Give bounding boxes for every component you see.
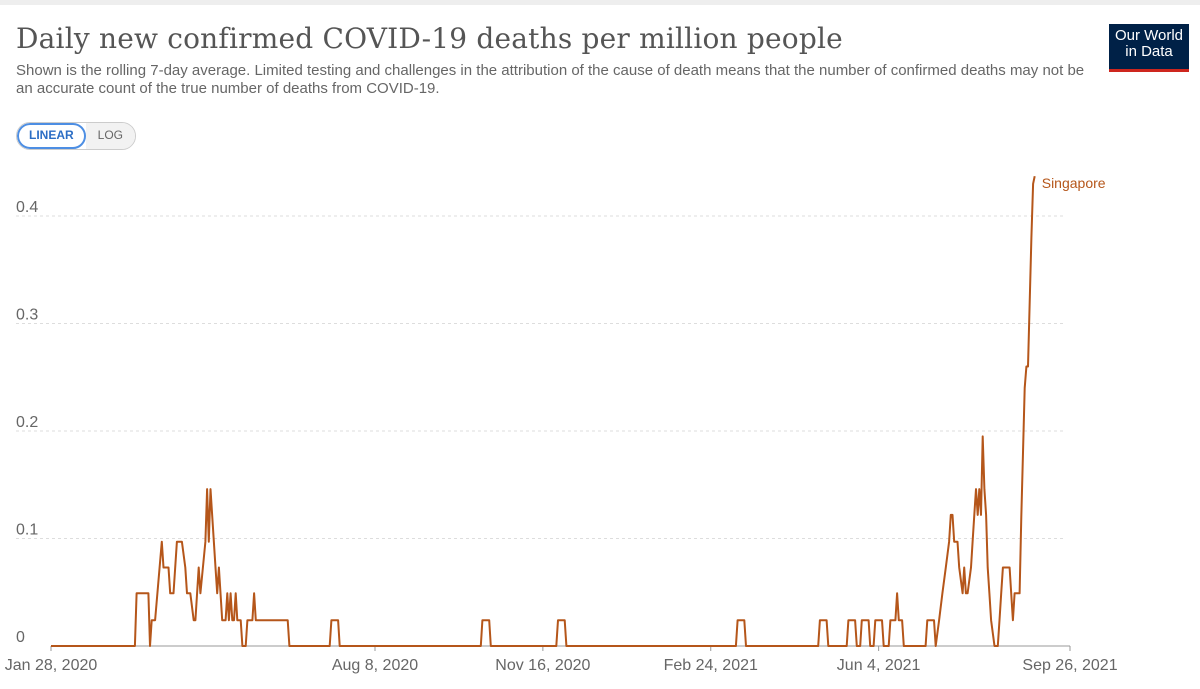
x-tick-label-0: Jan 28, 2020 bbox=[5, 657, 98, 674]
series-label-singapore: Singapore bbox=[1042, 175, 1106, 191]
linear-scale-button[interactable]: LINEAR bbox=[17, 123, 86, 149]
series-line-singapore[interactable] bbox=[51, 175, 1036, 647]
chart-title: Daily new confirmed COVID-19 deaths per … bbox=[16, 22, 843, 55]
x-tick-label-1: Aug 8, 2020 bbox=[332, 657, 418, 674]
owid-logo[interactable]: Our World in Data bbox=[1109, 24, 1189, 72]
y-tick-labels: 0 0.1 0.2 0.3 0.4 bbox=[16, 199, 38, 646]
y-tick-label-4: 0.4 bbox=[16, 199, 38, 216]
chart-subtitle: Shown is the rolling 7-day average. Limi… bbox=[16, 62, 1085, 97]
log-scale-button[interactable]: LOG bbox=[85, 123, 136, 149]
y-tick-label-3: 0.3 bbox=[16, 307, 38, 324]
line-chart: 0 0.1 0.2 0.3 0.4 Jan 28, 2020 Aug 8, 2020 Nov… bbox=[5, 175, 1118, 674]
top-rule bbox=[0, 0, 1200, 5]
logo-line-1: Our World bbox=[1114, 27, 1184, 44]
series-lines: Singapore bbox=[51, 175, 1106, 647]
y-gridlines bbox=[16, 215, 1070, 647]
x-tick-label-3: Feb 24, 2021 bbox=[664, 657, 758, 674]
y-tick-label-2: 0.2 bbox=[16, 414, 38, 431]
x-tick-label-5: Sep 26, 2021 bbox=[1022, 657, 1117, 674]
x-tick-label-2: Nov 16, 2020 bbox=[495, 657, 590, 674]
y-tick-label-0: 0 bbox=[16, 629, 25, 646]
y-tick-label-1: 0.1 bbox=[16, 522, 38, 539]
x-tick-label-4: Jun 4, 2021 bbox=[837, 657, 921, 674]
scale-toggle: LINEAR LOG bbox=[16, 122, 137, 150]
logo-line-2: in Data bbox=[1125, 43, 1173, 60]
x-axis-ticks: Jan 28, 2020 Aug 8, 2020 Nov 16, 2020 Feb 2… bbox=[5, 646, 1118, 674]
